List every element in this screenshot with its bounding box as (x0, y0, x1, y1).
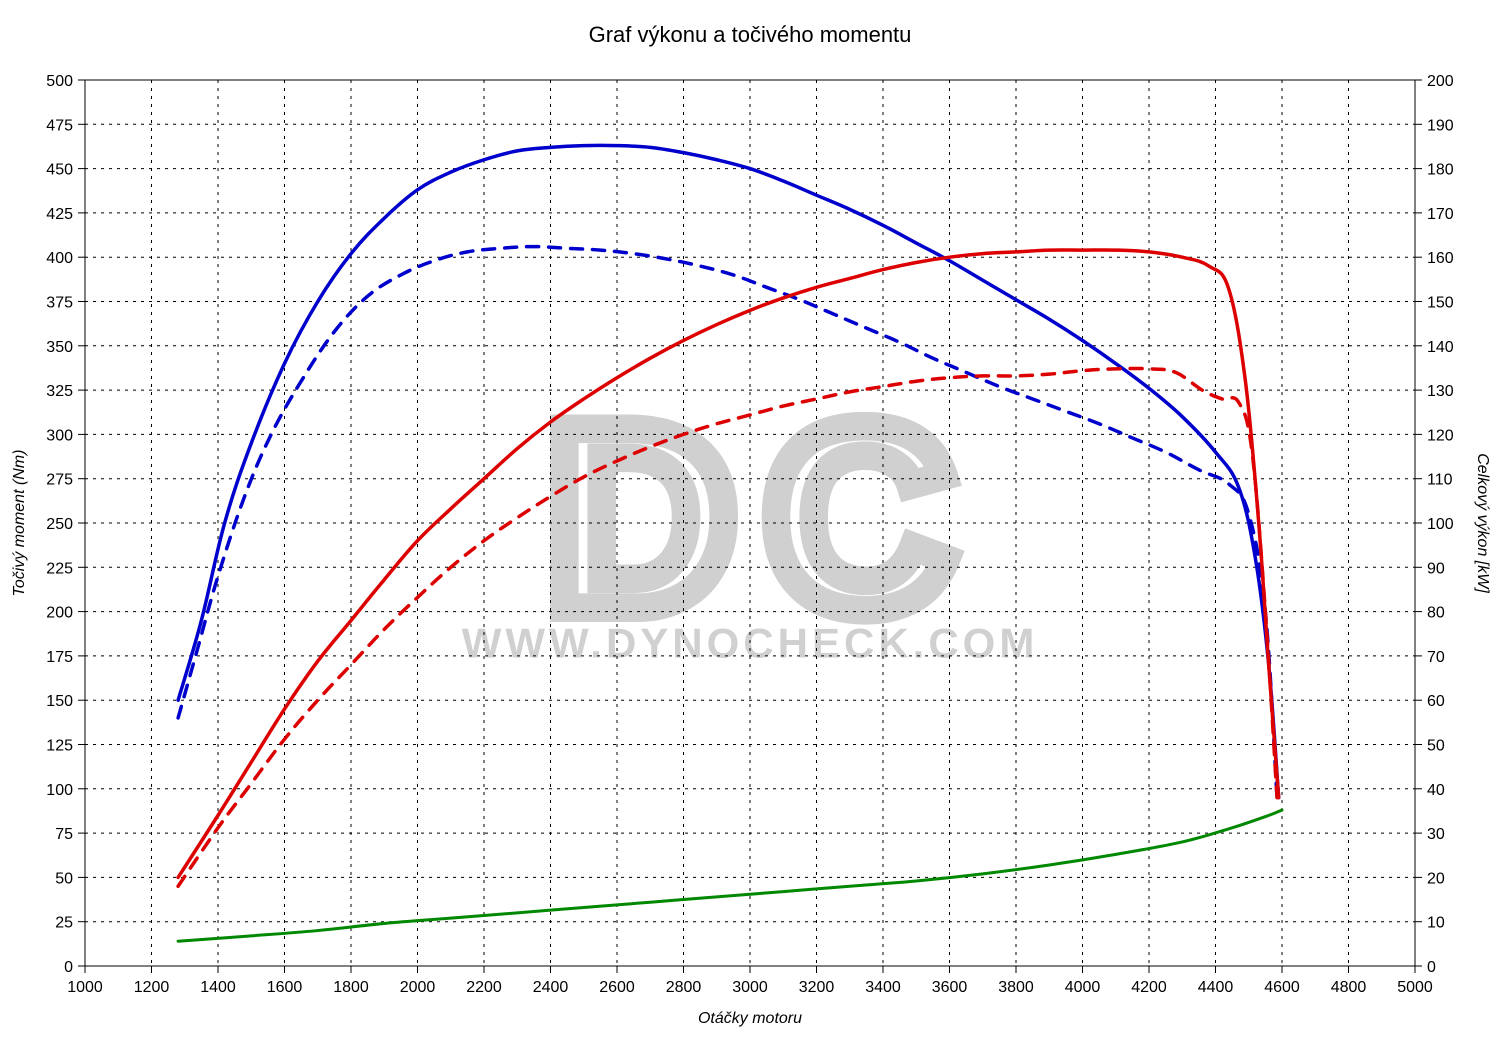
x-axis-title: Otáčky motoru (698, 1010, 802, 1027)
x-tick-label: 1000 (67, 979, 103, 996)
y-left-tick-label: 450 (46, 162, 73, 179)
y-left-tick-label: 475 (46, 117, 73, 134)
x-tick-label: 2400 (533, 979, 569, 996)
y-right-tick-label: 190 (1427, 117, 1454, 134)
y-right-tick-label: 70 (1427, 649, 1445, 666)
y-left-tick-label: 425 (46, 206, 73, 223)
x-tick-label: 5000 (1397, 979, 1433, 996)
y-right-tick-label: 30 (1427, 826, 1445, 843)
y-left-tick-label: 275 (46, 472, 73, 489)
x-tick-label: 3200 (799, 979, 835, 996)
x-tick-label: 3600 (932, 979, 968, 996)
y-right-tick-label: 160 (1427, 250, 1454, 267)
x-tick-label: 1400 (200, 979, 236, 996)
y-right-tick-label: 80 (1427, 605, 1445, 622)
y-left-tick-label: 175 (46, 649, 73, 666)
x-tick-label: 2800 (666, 979, 702, 996)
x-tick-label: 3400 (865, 979, 901, 996)
y-left-tick-label: 350 (46, 339, 73, 356)
y-right-tick-label: 170 (1427, 206, 1454, 223)
x-tick-label: 4400 (1198, 979, 1234, 996)
chart-title: Graf výkonu a točivého momentu (589, 22, 912, 47)
y-right-tick-label: 130 (1427, 383, 1454, 400)
y-left-tick-label: 100 (46, 782, 73, 799)
y-left-axis-title: Točivý moment (Nm) (11, 450, 28, 597)
y-left-tick-label: 400 (46, 250, 73, 267)
y-right-tick-label: 90 (1427, 560, 1445, 577)
y-left-tick-label: 200 (46, 605, 73, 622)
y-right-tick-label: 180 (1427, 162, 1454, 179)
x-tick-label: 1600 (267, 979, 303, 996)
y-right-tick-label: 140 (1427, 339, 1454, 356)
y-right-tick-label: 100 (1427, 516, 1454, 533)
x-tick-label: 4200 (1131, 979, 1167, 996)
x-tick-label: 3800 (998, 979, 1034, 996)
y-right-tick-label: 10 (1427, 915, 1445, 932)
y-right-tick-label: 150 (1427, 295, 1454, 312)
y-left-tick-label: 25 (55, 915, 73, 932)
y-left-tick-label: 500 (46, 73, 73, 90)
y-right-tick-label: 0 (1427, 959, 1436, 976)
y-right-tick-label: 40 (1427, 782, 1445, 799)
y-right-axis-title: Celkový výkon [kW] (1474, 453, 1491, 593)
y-left-tick-label: 325 (46, 383, 73, 400)
x-tick-label: 4800 (1331, 979, 1367, 996)
y-left-tick-label: 50 (55, 870, 73, 887)
y-left-tick-label: 150 (46, 693, 73, 710)
x-tick-label: 1200 (134, 979, 170, 996)
y-left-tick-label: 375 (46, 295, 73, 312)
x-tick-label: 3000 (732, 979, 768, 996)
y-right-tick-label: 200 (1427, 73, 1454, 90)
y-left-tick-label: 0 (64, 959, 73, 976)
y-left-tick-label: 300 (46, 427, 73, 444)
y-right-tick-label: 20 (1427, 870, 1445, 887)
x-tick-label: 2000 (400, 979, 436, 996)
x-tick-label: 4000 (1065, 979, 1101, 996)
x-tick-label: 4600 (1264, 979, 1300, 996)
y-right-tick-label: 60 (1427, 693, 1445, 710)
y-right-tick-label: 50 (1427, 738, 1445, 755)
y-left-tick-label: 75 (55, 826, 73, 843)
y-left-tick-label: 125 (46, 738, 73, 755)
chart-container: DCWWW.DYNOCHECK.COM100012001400160018002… (0, 0, 1500, 1041)
y-right-tick-label: 110 (1427, 472, 1453, 489)
x-tick-label: 1800 (333, 979, 369, 996)
y-left-tick-label: 225 (46, 560, 73, 577)
y-left-tick-label: 250 (46, 516, 73, 533)
y-right-tick-label: 120 (1427, 427, 1454, 444)
dyno-chart: DCWWW.DYNOCHECK.COM100012001400160018002… (0, 0, 1500, 1041)
x-tick-label: 2600 (599, 979, 635, 996)
x-tick-label: 2200 (466, 979, 502, 996)
